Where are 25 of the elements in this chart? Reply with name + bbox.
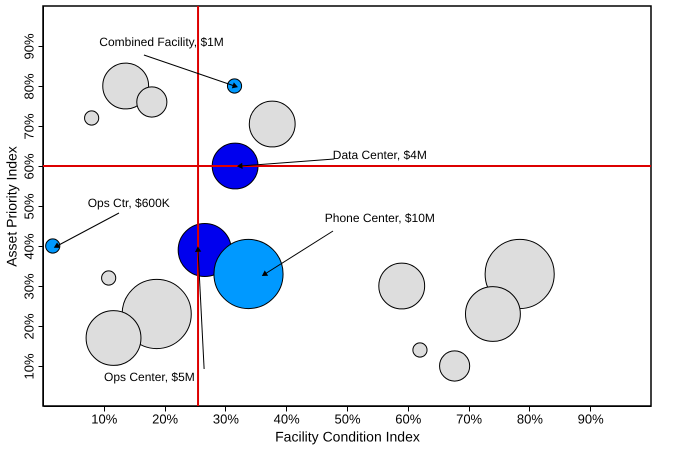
y-tick-label: 50%: [22, 193, 36, 220]
y-tick-label: 40%: [22, 233, 36, 260]
annotation: Data Center, $4M: [332, 148, 427, 162]
y-tick-label: 30%: [22, 273, 36, 300]
y-axis-title: Asset Priority Index: [4, 146, 20, 267]
annotation: Ops Center, $5M: [104, 370, 195, 384]
x-tick-label: 30%: [212, 412, 240, 426]
x-tick-label: 20%: [152, 412, 179, 426]
x-tick-label: 90%: [578, 412, 604, 426]
annotation: Ops Ctr, $600K: [88, 196, 170, 210]
x-tick-label: 60%: [395, 412, 422, 426]
annotation: Phone Center, $10M: [324, 211, 435, 225]
x-tick-label: 50%: [334, 412, 361, 426]
x-tick-label: 10%: [91, 412, 118, 426]
x-axis-title: Facility Condition Index: [275, 428, 420, 444]
y-tick-label: 10%: [22, 353, 36, 380]
y-tick-label: 60%: [22, 153, 36, 180]
y-tick-label: 80%: [22, 73, 36, 100]
y-tick-label: 70%: [22, 113, 36, 140]
x-tick-label: 70%: [456, 412, 483, 426]
annotation: Combined Facility, $1M: [99, 35, 224, 49]
y-tick-label: 20%: [22, 313, 36, 340]
y-tick-label: 90%: [22, 33, 36, 60]
x-tick-label: 40%: [274, 412, 300, 426]
x-tick-label: 80%: [516, 412, 544, 426]
